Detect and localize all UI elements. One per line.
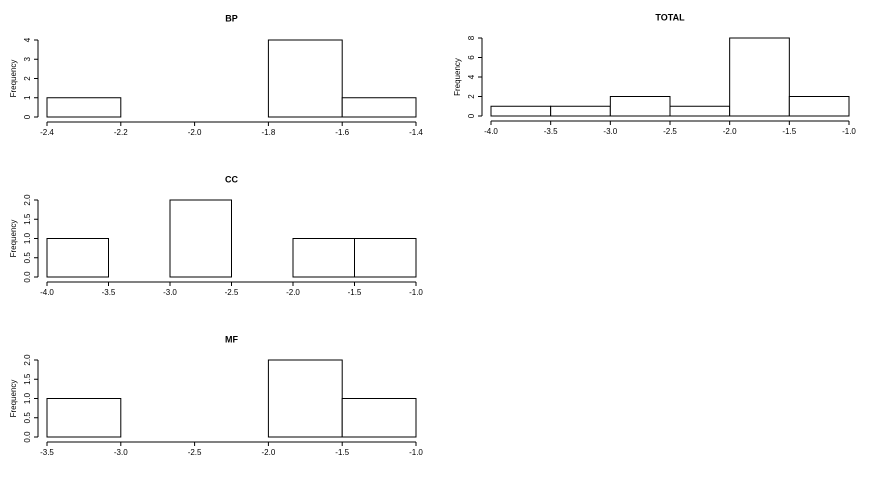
histogram-bar (609, 96, 671, 117)
x-tick-label: -2.4 (40, 128, 54, 137)
y-tick-label: 3 (23, 56, 32, 61)
y-tick-label: 0.0 (23, 431, 32, 443)
x-tick-label: -2.5 (663, 127, 677, 136)
histogram-bar (46, 398, 122, 438)
x-tick-label: -3.0 (603, 127, 617, 136)
y-axis-label: Frequency (9, 220, 18, 258)
chart-title: CC (225, 174, 238, 184)
x-tick-label: -2.5 (225, 288, 239, 297)
x-tick-label: -3.0 (114, 448, 128, 457)
histogram-bar (490, 105, 552, 117)
y-tick-label: 2.0 (23, 194, 32, 206)
x-tick-label: -1.0 (842, 127, 856, 136)
y-tick-label: 0.0 (23, 271, 32, 283)
y-axis-label: Frequency (453, 58, 462, 96)
histogram-bar (46, 97, 122, 118)
x-tick-label: -4.0 (40, 288, 54, 297)
y-tick-label: 4 (23, 37, 32, 42)
y-tick-label: 2 (467, 94, 476, 99)
chart-title: BP (225, 13, 238, 23)
x-tick-label: -1.6 (335, 128, 349, 137)
x-tick-label: -2.5 (188, 448, 202, 457)
histogram-bar (788, 96, 850, 117)
y-tick-label: 6 (467, 55, 476, 60)
y-tick-label: 1.5 (23, 213, 32, 225)
histogram-bar (46, 238, 109, 278)
y-tick-label: 0 (467, 113, 476, 118)
y-axis-label: Frequency (9, 60, 18, 98)
y-tick-label: 8 (467, 35, 476, 40)
histogram-bar (169, 199, 232, 278)
y-tick-label: 1 (23, 95, 32, 100)
x-tick-label: -1.0 (409, 288, 423, 297)
histogram-bar (354, 238, 417, 278)
chart-title: MF (225, 334, 238, 344)
y-tick-label: 0 (23, 114, 32, 119)
x-tick-label: -3.5 (40, 448, 54, 457)
y-axis-label: Frequency (9, 380, 18, 418)
x-tick-label: -1.5 (348, 288, 362, 297)
x-tick-label: -2.0 (286, 288, 300, 297)
y-tick-label: 1.0 (23, 392, 32, 404)
x-tick-label: -1.0 (409, 448, 423, 457)
x-tick-label: -2.0 (723, 127, 737, 136)
x-tick-label: -1.5 (782, 127, 796, 136)
y-tick-label: 1.0 (23, 232, 32, 244)
histogram-bar (341, 398, 417, 438)
histogram-bar (729, 37, 790, 117)
chart-title: TOTAL (655, 12, 685, 22)
y-tick-label: 2 (23, 76, 32, 81)
histogram-bar (550, 105, 611, 117)
x-tick-label: -3.5 (544, 127, 558, 136)
histogram-bar (341, 97, 417, 118)
x-tick-label: -3.0 (163, 288, 177, 297)
x-tick-label: -2.2 (114, 128, 128, 137)
x-tick-label: -1.5 (335, 448, 349, 457)
y-tick-label: 2.0 (23, 354, 32, 366)
x-tick-label: -1.4 (409, 128, 423, 137)
x-tick-label: -3.5 (102, 288, 116, 297)
y-tick-label: 1.5 (23, 373, 32, 385)
x-tick-label: -2.0 (188, 128, 202, 137)
histogram-bar (669, 105, 731, 117)
y-tick-label: 0.5 (23, 252, 32, 264)
x-tick-label: -1.8 (262, 128, 276, 137)
histogram-bar (267, 39, 343, 118)
y-tick-label: 4 (467, 74, 476, 79)
x-tick-label: -2.0 (262, 448, 276, 457)
histogram-bar (267, 359, 343, 438)
histogram-bar (292, 238, 355, 278)
x-tick-label: -4.0 (484, 127, 498, 136)
y-tick-label: 0.5 (23, 412, 32, 424)
